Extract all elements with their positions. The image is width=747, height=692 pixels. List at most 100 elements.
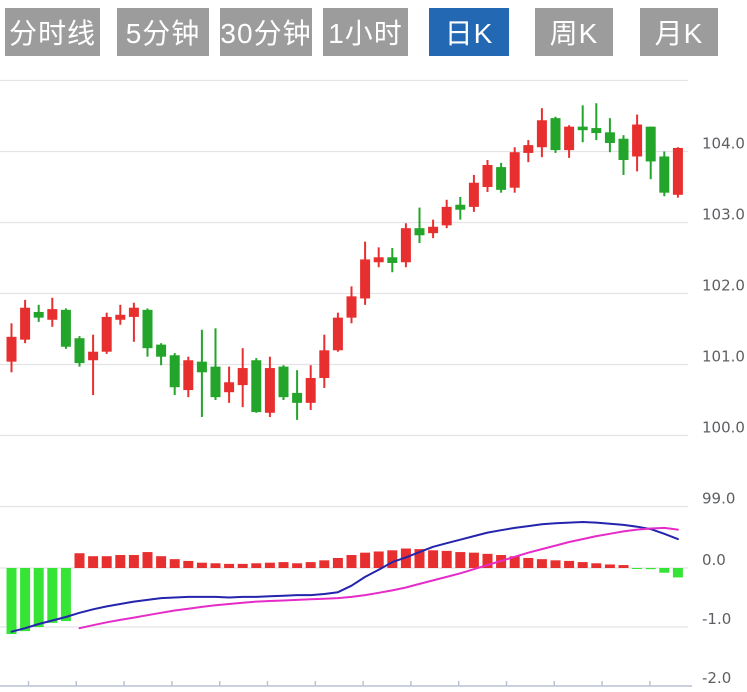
tab-period-label: 日K: [444, 18, 494, 49]
macd-axis-label: -2.0: [702, 669, 731, 687]
macd-bar-up: [142, 552, 153, 568]
candlestick-up: [632, 124, 643, 157]
price-axis-label: 99.0: [702, 490, 735, 508]
macd-bar-up: [251, 563, 262, 568]
candlestick-down: [387, 257, 398, 263]
candlestick-up: [564, 126, 575, 151]
macd-bar-up: [387, 550, 398, 568]
macd-bar-up: [101, 556, 112, 568]
macd-bar-down: [33, 568, 44, 627]
candlestick-down: [278, 366, 289, 398]
macd-bar-down: [672, 568, 683, 578]
macd-bar-up: [237, 563, 248, 568]
tab-period-1[interactable]: 5分钟: [117, 8, 209, 56]
tab-period-label: 1小时: [328, 18, 403, 49]
candlestick-down: [156, 344, 167, 357]
macd-bar-up: [523, 557, 534, 568]
macd-dif-line: [10, 521, 679, 633]
macd-bar-up: [346, 555, 357, 568]
period-tabbar: 分时线 5分钟 30分钟 1小时 日K 周K 月K: [0, 0, 747, 64]
macd-bar-down: [659, 568, 670, 573]
candlestick-up: [47, 309, 58, 320]
candlestick-down: [618, 138, 629, 161]
candlestick-down: [496, 167, 507, 190]
macd-bar-up: [441, 550, 452, 568]
macd-bar-up: [414, 549, 425, 568]
macd-bar-up: [428, 550, 439, 568]
candlestick-up: [101, 316, 112, 352]
price-axis-label: 103.0: [702, 206, 745, 224]
macd-bar-up: [564, 560, 575, 568]
macd-bar-up: [604, 564, 615, 568]
macd-bar-up: [74, 553, 85, 568]
macd-bar-up: [577, 562, 588, 568]
macd-bar-up: [169, 559, 180, 568]
macd-bar-down: [47, 568, 58, 623]
candlestick-down: [169, 355, 180, 388]
tab-period-label: 30分钟: [220, 18, 312, 49]
candlestick-up: [319, 350, 330, 378]
candlestick-down: [196, 361, 207, 373]
candlestick-up: [523, 145, 534, 153]
tab-period-5[interactable]: 周K: [535, 8, 613, 56]
candlestick-up: [115, 314, 126, 320]
candlestick-up: [441, 206, 452, 226]
tab-period-2[interactable]: 30分钟: [220, 8, 312, 56]
candlestick-up: [224, 382, 235, 393]
macd-bar-up: [455, 552, 466, 568]
candlestick-down: [659, 156, 670, 193]
price-axis-label: 102.0: [702, 277, 745, 295]
macd-bar-up: [196, 562, 207, 568]
candlestick-up: [400, 228, 411, 263]
macd-axis-label: -1.0: [702, 610, 731, 628]
candlestick-down: [74, 338, 85, 364]
candlestick-down: [414, 228, 425, 236]
macd-bar-up: [292, 563, 303, 568]
tab-period-0[interactable]: 分时线: [5, 8, 100, 56]
macd-bar-down: [632, 568, 643, 569]
candlestick-down: [591, 128, 602, 134]
candlestick-up: [183, 360, 194, 391]
candlestick-down: [60, 309, 71, 347]
tab-period-6[interactable]: 月K: [640, 8, 718, 56]
macd-bar-up: [591, 563, 602, 568]
candlestick-up: [360, 259, 371, 299]
candlestick-up: [332, 317, 343, 351]
macd-bar-up: [618, 565, 629, 568]
macd-bar-up: [550, 560, 561, 568]
macd-bar-up: [373, 551, 384, 568]
candlestick-up: [237, 368, 248, 386]
macd-bar-down: [645, 568, 656, 570]
candlestick-up: [468, 182, 479, 207]
candlestick-up: [6, 336, 17, 362]
macd-bar-up: [264, 562, 275, 568]
candlestick-up: [509, 152, 520, 188]
macd-bar-up: [305, 562, 316, 568]
candlestick-down: [645, 126, 656, 162]
candlestick-down: [550, 118, 561, 151]
macd-dea-line: [78, 526, 679, 630]
candlestick-up: [346, 296, 357, 318]
candlestick-up: [20, 307, 31, 340]
macd-bar-up: [509, 556, 520, 568]
macd-bar-up: [183, 560, 194, 568]
candlestick-down: [577, 126, 588, 131]
macd-bar-up: [360, 552, 371, 568]
candlestick-up: [305, 377, 316, 403]
macd-bar-up: [278, 562, 289, 568]
macd-axis-label: 0.0: [702, 551, 726, 569]
candlestick-up: [428, 226, 439, 234]
macd-bar-down: [20, 568, 31, 632]
candlestick-down: [455, 204, 466, 210]
tab-period-3[interactable]: 1小时: [323, 8, 408, 56]
candlestick-down: [33, 311, 44, 318]
candlestick-down: [604, 132, 615, 143]
macd-bar-up: [468, 552, 479, 568]
candlestick-up: [482, 164, 493, 187]
macd-bar-up: [88, 556, 99, 568]
macd-bar-up: [128, 555, 139, 568]
candlestick-up: [88, 351, 99, 361]
tab-period-4-active[interactable]: 日K: [429, 8, 509, 56]
candlestick-up: [264, 368, 275, 413]
